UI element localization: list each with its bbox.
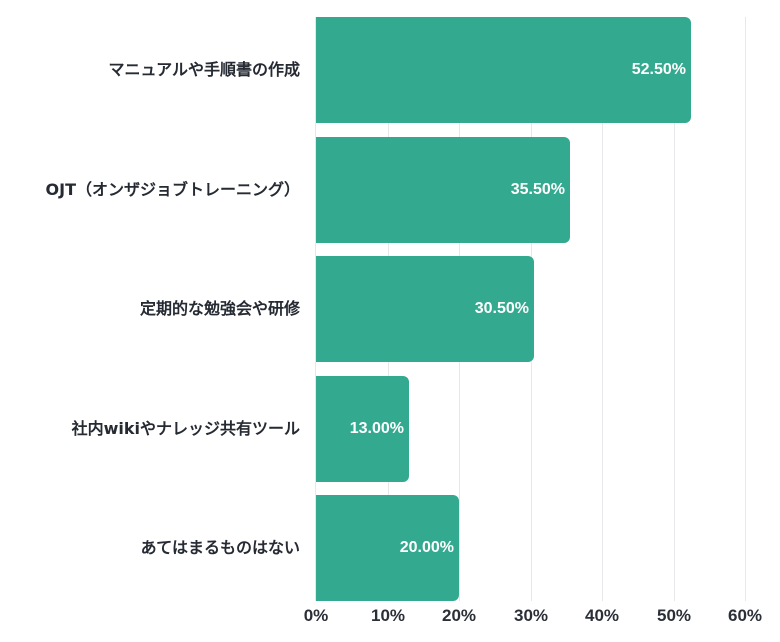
bar: 20.00% (316, 495, 459, 601)
x-tick-label: 40% (584, 606, 620, 625)
x-tick-label: 20% (441, 606, 477, 625)
bar-value-label: 20.00% (399, 539, 454, 556)
bar: 52.50% (316, 17, 691, 123)
category-label: マニュアルや手順書の作成 (108, 60, 300, 79)
y-axis-line (315, 17, 316, 601)
category-label: あてはまるものはない (140, 538, 300, 557)
x-tick-label: 10% (370, 606, 406, 625)
bar: 35.50% (316, 137, 570, 243)
bar-value-label: 35.50% (510, 181, 565, 198)
gridline (602, 17, 603, 601)
gridline (674, 17, 675, 601)
x-tick-label: 0% (303, 606, 329, 625)
category-label: OJT（オンザジョブトレーニング） (45, 180, 300, 199)
bar: 30.50% (316, 256, 534, 362)
bar-value-label: 52.50% (631, 61, 686, 78)
x-tick-label: 60% (727, 606, 763, 625)
bar: 13.00% (316, 376, 409, 482)
gridline (745, 17, 746, 601)
x-tick-label: 30% (513, 606, 549, 625)
bar-value-label: 30.50% (474, 300, 529, 317)
category-label: 定期的な勉強会や研修 (139, 299, 300, 318)
bar-value-label: 13.00% (349, 420, 404, 437)
x-tick-label: 50% (656, 606, 692, 625)
category-label: 社内wikiやナレッジ共有ツール (71, 419, 300, 438)
